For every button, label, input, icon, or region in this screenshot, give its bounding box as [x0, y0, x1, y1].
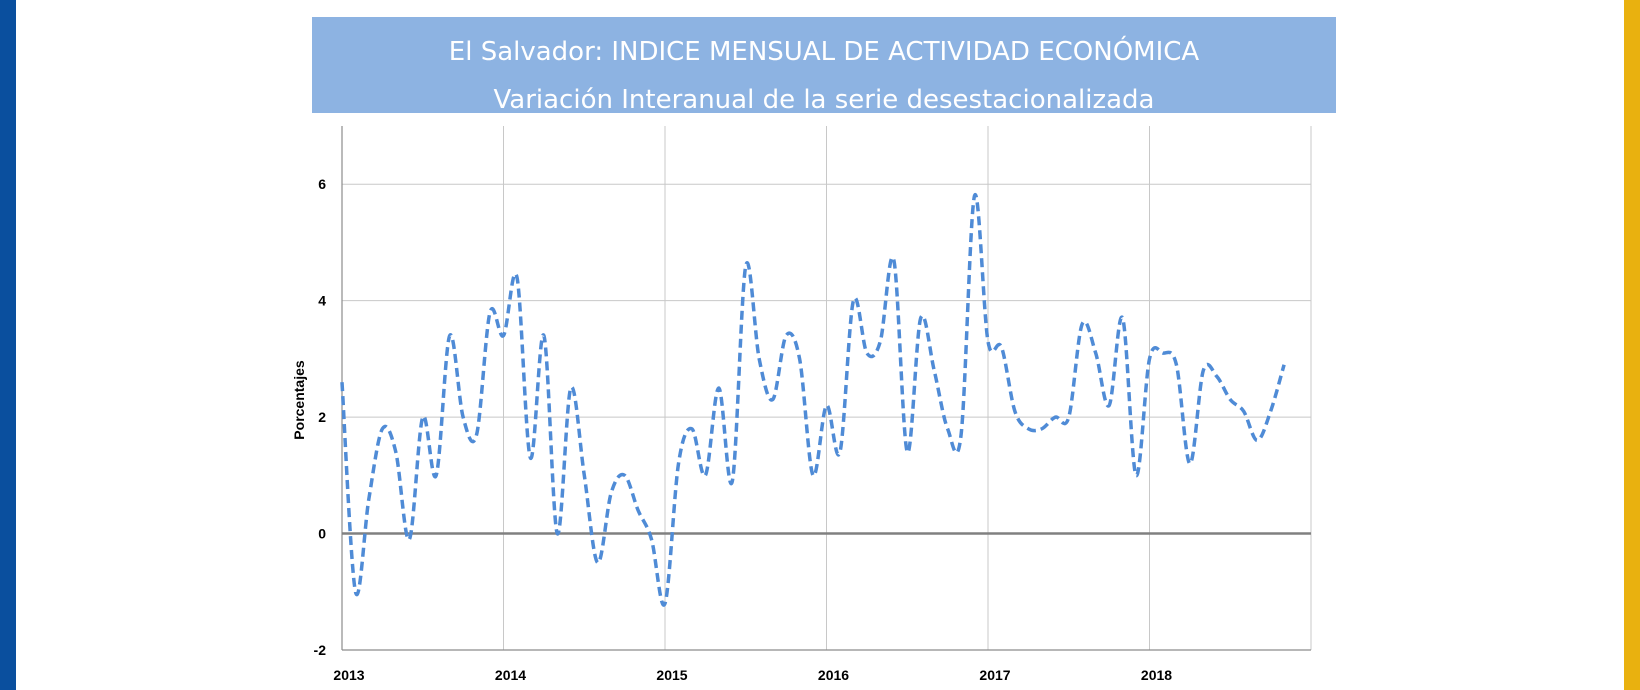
x-tick-label-2018: 2018	[1141, 667, 1172, 683]
grid-layer	[342, 126, 1312, 650]
y-axis-title: Porcentajes	[291, 360, 307, 440]
y-tick-label-6: 6	[318, 176, 326, 192]
chart-subtitle: Variación Interanual de la serie desesta…	[493, 85, 1155, 115]
chart-title: El Salvador: INDICE MENSUAL DE ACTIVIDAD…	[448, 37, 1200, 67]
series-line-0	[340, 193, 1286, 607]
y-tick-label-0: 0	[318, 526, 326, 542]
left-accent-bar	[0, 0, 16, 690]
tick-label-layer: -2 0 2 4 6 2013 2014 2015 2016 2017 2018	[314, 176, 1173, 683]
right-accent-bar	[1624, 0, 1640, 690]
x-tick-label-2017: 2017	[979, 667, 1010, 683]
series-layer	[340, 193, 1286, 607]
y-tick-label-2: 2	[318, 409, 326, 425]
y-tick-label-4: 4	[318, 293, 326, 309]
x-tick-label-2014: 2014	[495, 667, 526, 683]
y-tick-label--2: -2	[314, 642, 327, 658]
x-tick-label-2013: 2013	[333, 667, 364, 683]
chart-title-banner: El Salvador: INDICE MENSUAL DE ACTIVIDAD…	[312, 17, 1336, 115]
x-tick-label-2016: 2016	[818, 667, 849, 683]
x-tick-label-2015: 2015	[656, 667, 687, 683]
